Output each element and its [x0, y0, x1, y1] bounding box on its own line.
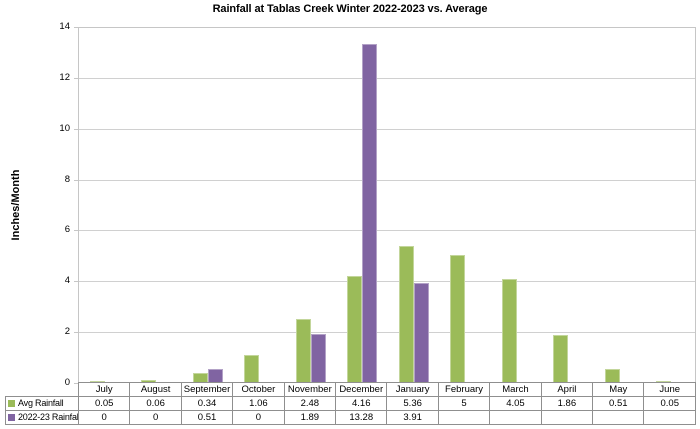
gridline-8: [79, 180, 695, 181]
value-2022-23-rainfall-december: 13.28: [335, 410, 388, 425]
chart-title: Rainfall at Tablas Creek Winter 2022-202…: [212, 3, 488, 15]
value-2022-23-rainfall-february: [437, 410, 491, 425]
value-2022-23-rainfall-march: [489, 410, 542, 425]
value-avg-rainfall-january: 5.36: [386, 396, 439, 411]
table-row-2022-23-rainfall: 2022-23 Rainfall 0 0 0.51 0 1.89 13.28 3.91: [5, 410, 696, 425]
gridline-4: [79, 281, 695, 282]
bar-avg-rainfall-june: [656, 381, 671, 382]
value-2022-23-rainfall-may: [592, 410, 645, 425]
value-2022-23-rainfall-june: [643, 410, 696, 425]
table-row-avg-rainfall: Avg Rainfall 0.05 0.06 0.34 1.06 2.48 4.16 5.36…: [5, 396, 696, 411]
y-axis-tick-label: 14: [59, 21, 70, 32]
value-2022-23-rainfall-april: [540, 410, 594, 425]
legend-item-2022-23-rainfall: 2022-23 Rainfall: [5, 410, 79, 425]
month-header-april: April: [540, 382, 594, 397]
y-axis-tick-label: 8: [64, 174, 70, 185]
y-axis-tick: [74, 383, 78, 384]
month-header-january: January: [386, 382, 439, 397]
legend-label-avg-rainfall: Avg Rainfall: [18, 398, 64, 408]
plot-area: [78, 27, 696, 383]
bar-avg-rainfall-august: [141, 380, 156, 382]
value-avg-rainfall-may: 0.51: [592, 396, 645, 411]
bar-avg-rainfall-september: [193, 373, 208, 382]
y-axis-tick-label: 12: [59, 72, 70, 83]
month-header-december: December: [335, 382, 388, 397]
bar-avg-rainfall-may: [605, 369, 620, 382]
y-axis-tick-label: 2: [64, 326, 70, 337]
value-avg-rainfall-october: 1.06: [232, 396, 285, 411]
legend-label-2022-23-rainfall: 2022-23 Rainfall: [18, 412, 79, 422]
value-2022-23-rainfall-august: 0: [129, 410, 182, 425]
y-axis-tick: [74, 332, 78, 333]
value-avg-rainfall-june: 0.05: [643, 396, 696, 411]
month-header-february: February: [437, 382, 491, 397]
y-axis-title: Inches/Month: [10, 169, 22, 241]
value-avg-rainfall-february: 5: [437, 396, 491, 411]
table-header-row: July August September October November Decemb…: [6, 382, 696, 397]
value-avg-rainfall-august: 0.06: [129, 396, 182, 411]
value-2022-23-rainfall-july: 0: [77, 410, 131, 425]
bar-avg-rainfall-december: [347, 276, 362, 382]
y-axis-tick-label: 4: [64, 275, 70, 286]
value-2022-23-rainfall-october: 0: [232, 410, 285, 425]
value-avg-rainfall-november: 2.48: [283, 396, 337, 411]
gridline-2: [79, 332, 695, 333]
value-avg-rainfall-march: 4.05: [489, 396, 542, 411]
month-header-july: July: [77, 382, 131, 397]
month-header-september: September: [180, 382, 234, 397]
y-axis-tick: [74, 78, 78, 79]
bar-2022-23-rainfall-january: [414, 283, 429, 382]
bar-avg-rainfall-march: [502, 279, 517, 382]
value-2022-23-rainfall-september: 0.51: [180, 410, 234, 425]
y-axis-tick: [74, 180, 78, 181]
y-axis-tick-label: 0: [64, 377, 70, 388]
month-header-november: November: [283, 382, 337, 397]
month-header-june: June: [643, 382, 696, 397]
gridline-6: [79, 230, 695, 231]
y-axis-tick: [74, 230, 78, 231]
gridline-12: [79, 78, 695, 79]
data-table: July August September October November Decemb…: [5, 382, 696, 425]
month-header-august: August: [129, 382, 182, 397]
bar-avg-rainfall-july: [90, 381, 105, 382]
bar-2022-23-rainfall-december: [362, 44, 377, 382]
y-axis-tick-label: 6: [64, 224, 70, 235]
value-2022-23-rainfall-january: 3.91: [386, 410, 439, 425]
legend-item-avg-rainfall: Avg Rainfall: [5, 396, 79, 411]
month-header-march: March: [489, 382, 542, 397]
legend-swatch-2022-23-rainfall: [8, 414, 15, 421]
bar-avg-rainfall-november: [296, 319, 311, 382]
value-avg-rainfall-april: 1.86: [540, 396, 594, 411]
y-axis-tick: [74, 281, 78, 282]
legend-swatch-avg-rainfall: [8, 400, 15, 407]
value-avg-rainfall-december: 4.16: [335, 396, 388, 411]
bar-avg-rainfall-january: [399, 246, 414, 382]
bar-avg-rainfall-october: [244, 355, 259, 382]
bar-avg-rainfall-april: [553, 335, 568, 382]
y-axis-tick-label: 10: [59, 123, 70, 134]
bar-2022-23-rainfall-september: [208, 369, 223, 382]
value-2022-23-rainfall-november: 1.89: [283, 410, 337, 425]
bar-2022-23-rainfall-november: [311, 334, 326, 382]
value-avg-rainfall-july: 0.05: [77, 396, 131, 411]
y-axis-tick: [74, 27, 78, 28]
month-header-may: May: [592, 382, 645, 397]
bar-avg-rainfall-february: [450, 255, 465, 382]
month-header-october: October: [232, 382, 285, 397]
y-axis-tick: [74, 129, 78, 130]
value-avg-rainfall-september: 0.34: [180, 396, 234, 411]
gridline-10: [79, 129, 695, 130]
